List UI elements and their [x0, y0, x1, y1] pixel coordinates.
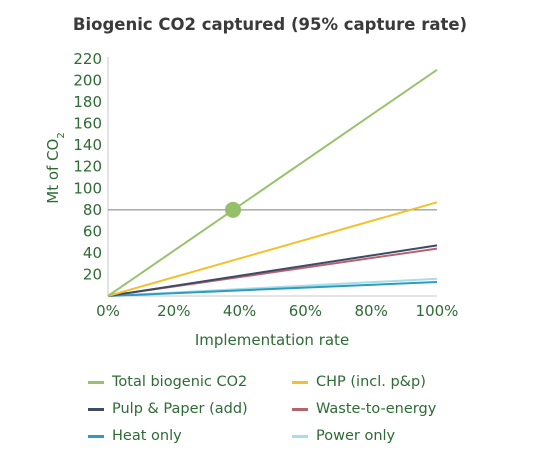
- y-tick-label: 40: [83, 244, 102, 262]
- x-tick-label: 60%: [289, 302, 322, 320]
- y-tick-label: 120: [73, 158, 102, 176]
- x-tick-label: 80%: [355, 302, 388, 320]
- x-tick-label: 100%: [416, 302, 459, 320]
- y-tick-label: 80: [83, 201, 102, 219]
- x-tick-label: 20%: [157, 302, 190, 320]
- y-tick-label: 180: [73, 93, 102, 111]
- x-axis-title: Implementation rate: [195, 331, 349, 349]
- y-tick-label: 140: [73, 136, 102, 154]
- y-tick-label: 60: [83, 222, 102, 240]
- legend-swatch: [292, 434, 308, 438]
- legend-swatch: [292, 407, 308, 411]
- legend-item: Heat only: [88, 426, 292, 446]
- legend-item: CHP (incl. p&p): [292, 372, 488, 392]
- legend-item: Waste-to-energy: [292, 399, 488, 419]
- legend-label: Total biogenic CO2: [112, 374, 248, 390]
- series-line-chp-incl-p-p: [107, 201, 438, 297]
- legend-label: CHP (incl. p&p): [316, 374, 426, 390]
- series-line-pulp-paper-add: [107, 244, 438, 297]
- y-tick-label: 100: [73, 179, 102, 197]
- y-axis-title: Mt of CO2: [44, 132, 67, 203]
- legend-swatch: [292, 380, 308, 384]
- highlight-marker: [225, 201, 242, 218]
- legend-label: Power only: [316, 428, 396, 444]
- legend-item: Pulp & Paper (add): [88, 399, 292, 419]
- legend-label: Waste-to-energy: [316, 401, 437, 417]
- legend-label: Pulp & Paper (add): [112, 401, 248, 417]
- series-line-total-biogenic-co2: [107, 68, 438, 297]
- y-axis-title-subscript: 2: [56, 132, 67, 138]
- chart-title: Biogenic CO2 captured (95% capture rate): [73, 15, 467, 34]
- legend-item: Total biogenic CO2: [88, 372, 292, 392]
- legend-label: Heat only: [112, 428, 182, 444]
- series-line-heat-only: [107, 280, 438, 297]
- legend-swatch: [88, 434, 104, 438]
- y-tick-label: 220: [73, 50, 102, 68]
- legend-swatch: [88, 380, 104, 384]
- y-tick-label: 160: [73, 115, 102, 133]
- x-tick-label: 0%: [96, 302, 120, 320]
- y-tick-label: 20: [83, 265, 102, 283]
- chart-legend: Total biogenic CO2 CHP (incl. p&p) Pulp & …: [88, 372, 488, 446]
- y-axis-title-main: Mt of CO: [44, 139, 62, 204]
- y-tick-label: 200: [73, 72, 102, 90]
- x-tick-label: 40%: [223, 302, 256, 320]
- legend-item: Power only: [292, 426, 488, 446]
- legend-swatch: [88, 407, 104, 411]
